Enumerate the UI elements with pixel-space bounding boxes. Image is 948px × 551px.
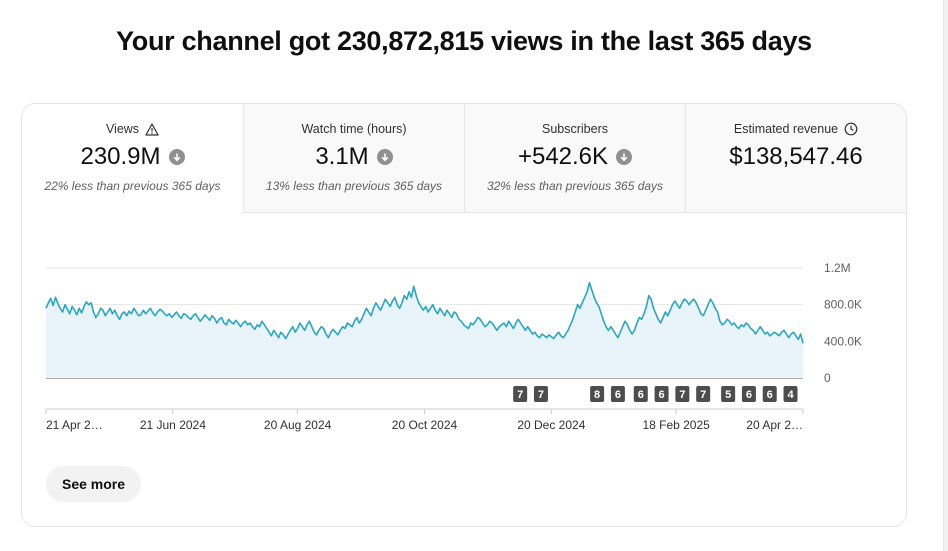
annotation-badge <box>610 386 625 402</box>
tab-subscribers[interactable]: Subscribers +542.6K 32% less than previo… <box>464 104 685 213</box>
x-tick-label: 21 Apr 2… <box>46 418 103 432</box>
page-scrollbar[interactable] <box>943 0 948 551</box>
metric-tabs: Views 230.9M 22% less than previous 365 … <box>22 104 906 213</box>
annotation-badge-label: 6 <box>767 389 773 401</box>
page-headline: Your channel got 230,872,815 views in th… <box>116 26 812 56</box>
annotation-badge-label: 6 <box>615 389 621 401</box>
annotation-badge <box>633 386 648 402</box>
tab-estimated-revenue[interactable]: Estimated revenue $138,547.46 <box>685 104 906 213</box>
annotation-badge <box>783 386 798 402</box>
annotation-badge-label: 7 <box>700 389 706 401</box>
annotation-badge <box>513 386 528 402</box>
y-tick-label: 0 <box>824 371 831 385</box>
tab-subscribers-comparison: 32% less than previous 365 days <box>486 179 664 193</box>
annotation-badge <box>762 386 777 402</box>
trend-down-icon <box>168 149 185 165</box>
see-more-button[interactable]: See more <box>46 466 142 502</box>
x-tick-label: 20 Aug 2024 <box>264 418 332 432</box>
views-chart[interactable]: 0 400.0K 800.0K 1.2M 7 7 8 6 6 6 7 7 5 6 6 4 21 Apr 2… 21… <box>22 213 906 443</box>
annotation-badge-label: 7 <box>679 389 685 401</box>
x-tick-label: 20 Dec 2024 <box>517 418 585 432</box>
y-tick-label: 400.0K <box>824 334 862 348</box>
annotation-badge-label: 4 <box>787 389 794 401</box>
tab-watch-time-value: 3.1M <box>315 143 369 170</box>
warning-icon[interactable] <box>145 122 159 136</box>
x-tick-label: 20 Oct 2024 <box>392 418 458 432</box>
annotation-badge <box>590 386 605 402</box>
annotation-badge-label: 6 <box>638 389 644 401</box>
y-tick-label: 800.0K <box>824 298 862 312</box>
annotation-badge <box>654 386 669 402</box>
tab-subscribers-label: Subscribers <box>542 122 608 136</box>
x-tick-label: 21 Jun 2024 <box>140 418 206 432</box>
analytics-card: Views 230.9M 22% less than previous 365 … <box>21 103 907 527</box>
y-tick-label: 1.2M <box>824 261 851 275</box>
trend-down-icon <box>616 149 633 165</box>
annotation-badge <box>721 386 736 402</box>
tab-watch-time[interactable]: Watch time (hours) 3.1M 13% less than pr… <box>243 104 464 213</box>
annotation-badge <box>533 386 548 402</box>
tab-views-comparison: 22% less than previous 365 days <box>44 179 221 193</box>
trend-down-icon <box>376 149 393 165</box>
tab-views[interactable]: Views 230.9M 22% less than previous 365 … <box>22 104 243 213</box>
tab-revenue-label: Estimated revenue <box>733 122 839 136</box>
annotation-badge <box>696 386 711 402</box>
annotation-badge-label: 6 <box>746 389 752 401</box>
tab-views-label: Views <box>105 122 140 136</box>
tab-subscribers-value: +542.6K <box>517 143 609 170</box>
clock-icon[interactable] <box>844 122 858 136</box>
annotation-badge-label: 5 <box>725 389 731 401</box>
annotation-badge-label: 7 <box>538 389 544 401</box>
views-chart-svg: 0 400.0K 800.0K 1.2M 7 7 8 6 6 6 7 7 5 6 6 4 21 Apr 2… 21… <box>45 261 862 432</box>
annotation-badge-label: 6 <box>659 389 665 401</box>
x-tick-label: 20 Apr 2… <box>746 418 803 432</box>
tab-watch-time-comparison: 13% less than previous 365 days <box>265 179 443 193</box>
views-series-line <box>45 281 804 344</box>
tab-revenue-value: $138,547.46 <box>729 143 863 170</box>
x-tick-label: 18 Feb 2025 <box>642 418 710 432</box>
annotation-badge-label: 7 <box>517 389 523 401</box>
views-area <box>46 282 803 378</box>
tab-views-value: 230.9M <box>80 143 161 170</box>
annotation-badge <box>741 386 756 402</box>
tab-watch-time-label: Watch time (hours) <box>301 122 407 136</box>
annotation-badge-label: 8 <box>594 389 600 401</box>
annotation-badge <box>675 386 690 402</box>
